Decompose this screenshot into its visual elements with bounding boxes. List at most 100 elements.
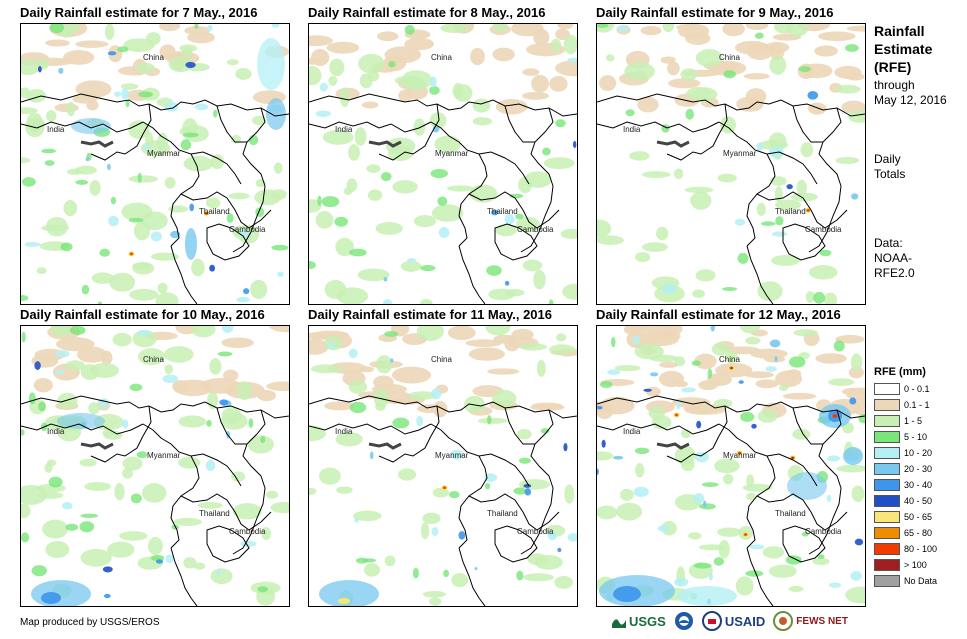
rain-patch: [680, 387, 696, 393]
map-label-myanmar: Myanmar: [723, 451, 757, 460]
rain-patch: [649, 372, 659, 377]
rain-patch: [138, 91, 154, 98]
rain-patch: [819, 249, 832, 257]
map-label-india: India: [623, 125, 641, 134]
rain-patch: [813, 291, 826, 304]
panel-title: Daily Rainfall estimate for 12 May., 201…: [596, 307, 841, 322]
rain-patch: [273, 162, 283, 174]
rain-patch: [516, 570, 524, 581]
rain-patch: [745, 570, 764, 577]
rain-patch: [522, 91, 550, 100]
rain-patch: [41, 592, 61, 604]
rain-patch: [107, 51, 117, 56]
rain-patch: [492, 24, 508, 32]
rain-patch: [796, 179, 807, 196]
coastline: [368, 140, 402, 148]
rain-patch: [60, 242, 73, 252]
rain-patch: [311, 330, 350, 341]
rain-patch: [549, 344, 576, 355]
map-info: Rainfall Estimate (RFE) through May 12, …: [874, 22, 964, 281]
rain-patch: [845, 72, 865, 81]
rain-patch: [531, 74, 549, 93]
rain-patch: [75, 179, 89, 185]
legend-item: 0.1 - 1: [874, 397, 964, 413]
map-svg: China India Myanmar Thailand Cambodia: [21, 24, 289, 304]
map-svg: China India Myanmar Thailand Cambodia: [309, 24, 577, 304]
rain-patch: [713, 557, 724, 566]
rain-patch: [706, 373, 732, 387]
country-border: [478, 151, 530, 185]
info-date: May 12, 2016: [874, 93, 947, 107]
rain-patch: [635, 462, 645, 478]
legend-swatch: [874, 431, 900, 443]
rain-patch: [641, 332, 679, 347]
legend-label: 20 - 30: [904, 464, 933, 474]
rain-patch: [416, 415, 424, 427]
rain-patch: [128, 217, 144, 223]
rain-patch: [63, 199, 78, 217]
rain-patch: [277, 271, 284, 277]
rain-patch: [673, 168, 684, 180]
country-border: [170, 245, 198, 304]
coastline: [368, 442, 402, 450]
rain-patch: [614, 364, 641, 372]
rain-patch: [315, 110, 331, 117]
rain-patch: [147, 536, 163, 556]
rain-patch: [69, 326, 86, 335]
rain-patch: [691, 360, 702, 366]
rain-patch: [217, 351, 233, 357]
country-border: [458, 245, 486, 304]
rain-patch: [355, 557, 369, 564]
rain-patch: [429, 597, 442, 606]
rain-patch: [213, 109, 218, 118]
panel-title: Daily Rainfall estimate for 8 May., 2016: [308, 5, 546, 20]
rain-patch: [397, 468, 417, 481]
map-label-cambodia: Cambodia: [517, 225, 554, 234]
country-border: [597, 423, 720, 435]
rain-patch: [183, 155, 214, 172]
rain-patch: [205, 212, 208, 215]
rain-patch: [756, 202, 766, 216]
rain-patch: [808, 265, 838, 280]
rainfall-map: China India Myanmar Thailand Cambodia: [308, 23, 578, 305]
rain-patch: [749, 544, 765, 550]
rain-patch: [833, 340, 845, 352]
legend-item: 30 - 40: [874, 477, 964, 493]
rain-patch: [786, 24, 809, 37]
rain-patch: [130, 252, 133, 255]
rain-patch: [135, 62, 155, 74]
rain-patch: [79, 458, 97, 467]
rain-patch: [808, 102, 827, 115]
rain-patch: [531, 402, 563, 410]
rain-patch: [745, 24, 769, 30]
rain-patch: [182, 132, 199, 138]
rain-patch: [317, 195, 322, 206]
usgs-logo-text: USGS: [629, 613, 666, 629]
rain-patch: [266, 98, 286, 130]
rain-patch: [33, 378, 53, 393]
rain-patch: [107, 163, 111, 171]
country-border: [216, 407, 247, 445]
rain-patch: [487, 414, 492, 425]
rain-patch: [129, 383, 143, 392]
rain-patch: [446, 185, 474, 192]
rain-patch: [128, 120, 150, 139]
rain-patch: [515, 213, 524, 220]
rain-patch: [236, 296, 250, 303]
map-label-thailand: Thailand: [487, 509, 518, 518]
rain-patch: [567, 533, 577, 542]
country-border: [766, 453, 818, 487]
country-border: [90, 405, 152, 463]
rain-patch: [522, 68, 540, 76]
rain-patch: [359, 366, 374, 373]
rain-patch: [656, 226, 669, 241]
country-border: [597, 93, 865, 117]
rain-patch: [191, 326, 216, 338]
rain-patch: [448, 490, 460, 499]
rain-patch: [597, 24, 609, 28]
rain-patch: [659, 361, 679, 368]
rain-patch: [736, 96, 764, 112]
rain-patch: [711, 342, 730, 356]
rain-patch: [210, 154, 225, 170]
rainfall-map: China India Myanmar Thailand Cambodia: [596, 325, 866, 607]
